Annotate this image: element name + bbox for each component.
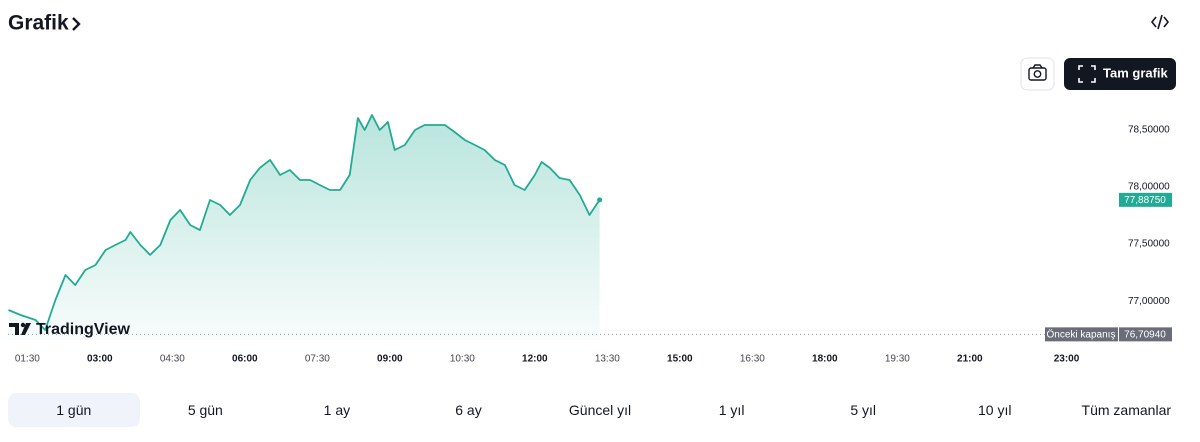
logo-text: TradingView: [36, 321, 131, 338]
range-button[interactable]: 5 yıl: [850, 402, 876, 418]
x-tick-label: 19:30: [885, 354, 910, 365]
x-tick-label: 01:30: [15, 354, 40, 365]
previous-close-name-box: [1045, 327, 1118, 342]
x-tick-label: 12:00: [522, 354, 548, 365]
range-button[interactable]: 1 yıl: [718, 402, 745, 418]
y-tick-label: 77,50000: [1128, 239, 1170, 250]
snapshot-button[interactable]: [1020, 57, 1055, 91]
x-tick-label: 21:00: [957, 354, 983, 365]
title: Grafik: [8, 12, 69, 35]
x-tick-label: 03:00: [87, 354, 113, 365]
last-price-box: [1119, 192, 1172, 207]
fullscreen-label[interactable]: Tam grafik: [1103, 65, 1169, 80]
previous-close-value: 76,70940: [1124, 330, 1166, 341]
range-button[interactable]: 1 gün: [8, 393, 140, 427]
range-bar: 1 gün 5 gün 1 ay 6 ay Güncel yıl 1 yıl 5 yıl 10…: [8, 393, 1192, 427]
y-tick-label: 78,50000: [1128, 125, 1170, 136]
x-tick-label: 16:30: [740, 354, 765, 365]
area-fill: [8, 115, 600, 340]
price-line: [8, 114, 601, 331]
last-price-label: 77,88750: [1124, 195, 1166, 206]
last-point: [597, 197, 603, 203]
range-button[interactable]: 10 yıl: [977, 402, 1012, 418]
x-tick-label: 04:30: [160, 354, 185, 365]
previous-close-name: Önceki kapanış: [1047, 329, 1116, 341]
range-button[interactable]: 5 gün: [187, 402, 223, 418]
x-tick-label: 23:00: [1054, 354, 1080, 365]
range-button[interactable]: Tüm zamanlar: [1081, 402, 1172, 418]
embed-icon[interactable]: [1150, 14, 1170, 30]
y-tick-label: 77,00000: [1128, 296, 1170, 307]
fullscreen-button[interactable]: Tam grafik: [1064, 58, 1176, 90]
x-tick-label: 09:00: [377, 354, 403, 365]
chart: Grafik Tam grafik Önceki kapanış 76,70940…: [8, 12, 1176, 365]
range-button[interactable]: 1 ay: [323, 402, 351, 418]
x-tick-label: 10:30: [450, 354, 475, 365]
x-tick-label: 13:30: [595, 354, 620, 365]
previous-close-value-box: [1119, 327, 1172, 342]
range-button[interactable]: 6 ay: [455, 402, 482, 418]
range-button[interactable]: Güncel yıl: [568, 402, 632, 418]
logo: TradingView: [9, 321, 131, 338]
title-chevron[interactable]: [72, 17, 81, 31]
y-tick-label: 78,00000: [1128, 182, 1170, 193]
x-tick-label: 07:30: [305, 354, 330, 365]
x-tick-label: 15:00: [667, 354, 693, 365]
x-tick-label: 18:00: [812, 354, 838, 365]
x-tick-label: 06:00: [232, 354, 258, 365]
